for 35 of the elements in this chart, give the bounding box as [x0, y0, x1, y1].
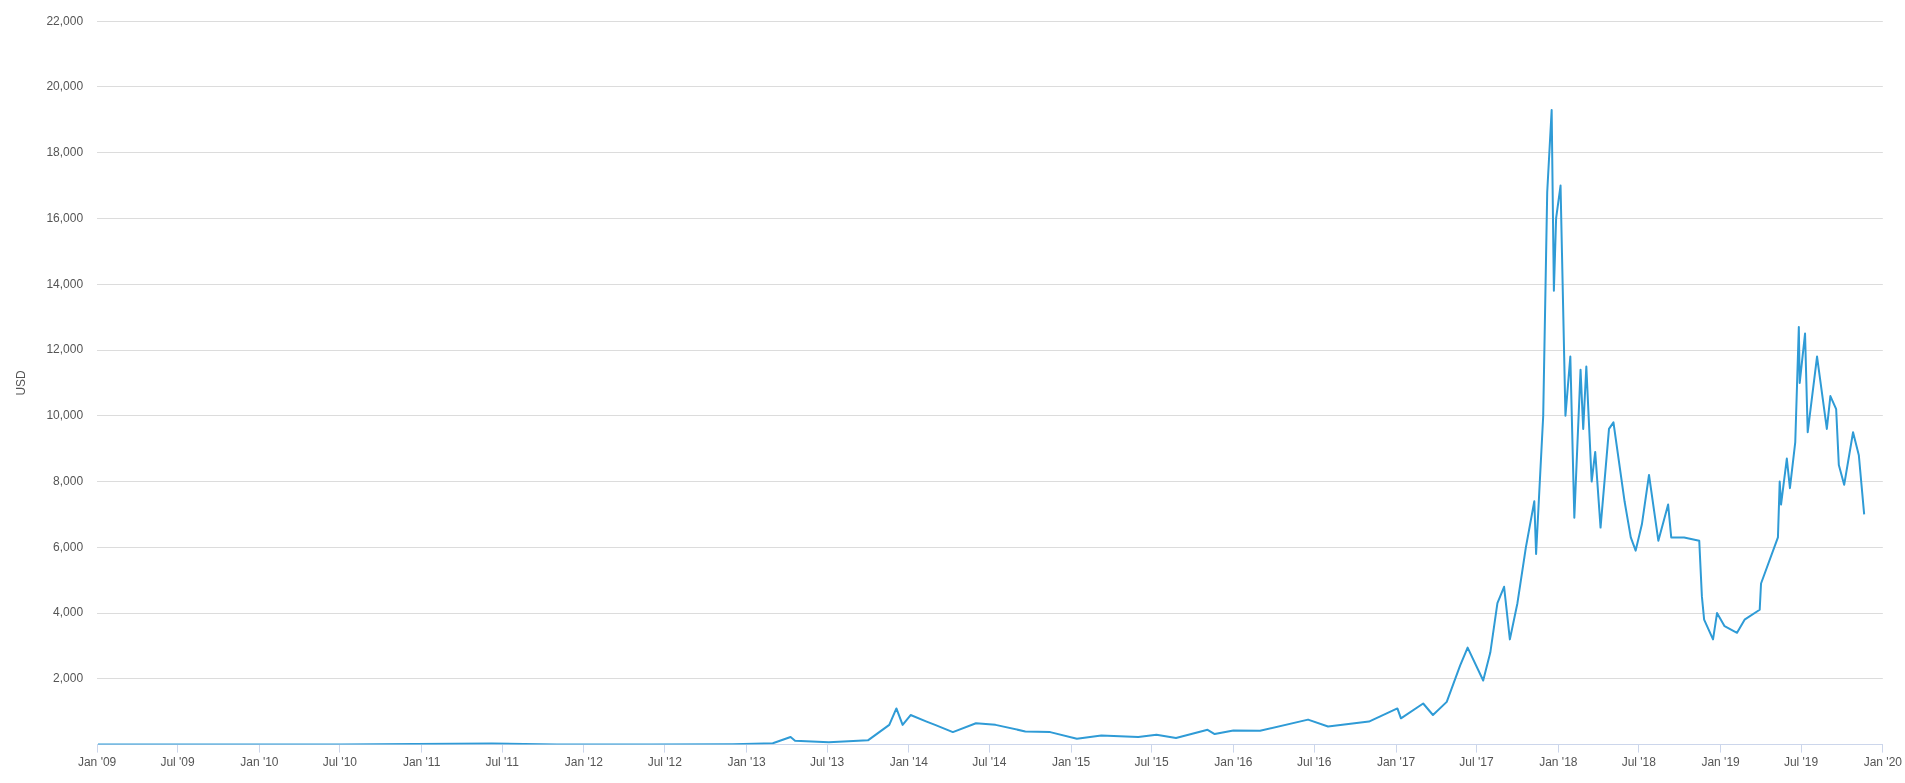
x-tick-label: Jan '19	[1701, 755, 1741, 770]
y-tick-label: 16,000	[46, 210, 84, 225]
x-tick-label: Jul '11	[485, 755, 520, 770]
x-tick-label: Jul '19	[1783, 755, 1819, 770]
y-tick-label: 4,000	[53, 605, 84, 620]
x-tick-label: Jul '13	[809, 755, 845, 770]
x-tick-label: Jan '15	[1051, 755, 1091, 770]
x-tick-label: Jul '16	[1297, 755, 1332, 770]
x-tick-label: Jan '13	[727, 755, 767, 770]
x-tick-label: Jul '15	[1134, 755, 1170, 770]
y-tick-label: 14,000	[46, 276, 84, 291]
x-tick-label: Jul '09	[160, 755, 196, 770]
x-tick-label: Jan '17	[1376, 755, 1416, 770]
y-axis-title: USD	[13, 369, 28, 396]
x-tick-label: Jan '14	[889, 755, 929, 770]
y-tick-label: 12,000	[46, 342, 84, 357]
x-tick-label: Jul '14	[972, 755, 1007, 770]
y-tick-label: 8,000	[53, 473, 84, 488]
x-tick-label: Jul '12	[647, 755, 683, 770]
x-tick-label: Jan '18	[1539, 755, 1578, 770]
x-tick-label: Jan '20	[1863, 755, 1903, 770]
x-tick-label: Jul '17	[1459, 755, 1495, 770]
y-tick-label: 10,000	[46, 408, 84, 423]
x-tick-label: Jan '09	[77, 755, 117, 770]
y-tick-label: 20,000	[46, 79, 84, 94]
x-tick-label: Jul '10	[322, 755, 358, 770]
x-tick-label: Jan '11	[402, 755, 441, 770]
x-tick-label: Jan '10	[240, 755, 279, 770]
y-tick-label: 22,000	[46, 13, 84, 28]
x-tick-label: Jan '16	[1214, 755, 1253, 770]
x-tick-label: Jan '12	[564, 755, 604, 770]
y-tick-label: 2,000	[53, 671, 84, 686]
y-tick-label: 18,000	[46, 145, 84, 160]
y-tick-label: 6,000	[53, 539, 84, 554]
x-tick-label: Jul '18	[1621, 755, 1657, 770]
